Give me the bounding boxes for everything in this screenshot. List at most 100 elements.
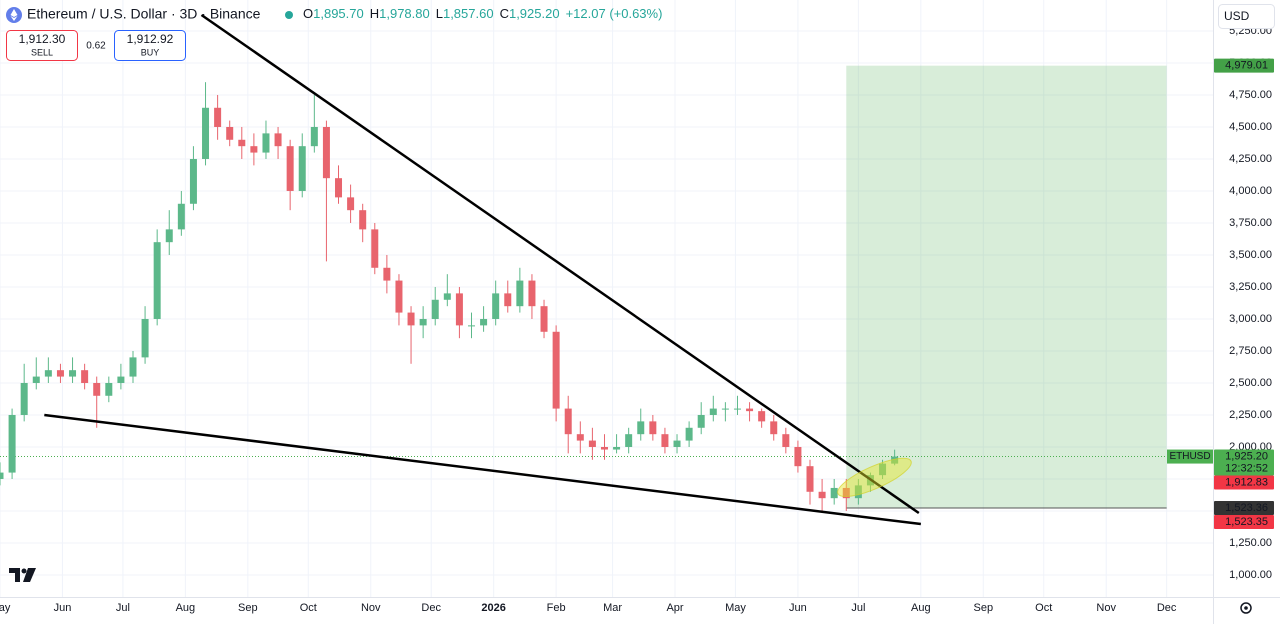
logo-part [21,568,27,574]
buy-price[interactable]: 1,912.92 [127,32,174,46]
candle-body [540,306,548,332]
eth-glyph [10,9,18,21]
candle-body [516,280,524,307]
price-label-box [1214,500,1274,515]
candle-body [443,293,451,300]
candle-body [480,318,488,326]
l-label: L [436,6,443,21]
candle-body [467,325,475,327]
tv-logo [9,568,36,582]
candle-body [250,146,258,153]
y-tick-label: 2,500.00 [1229,377,1272,389]
candle-body [818,491,826,499]
candle-body [189,158,197,204]
candle-body [806,466,814,492]
candle-body [322,126,330,179]
x-tick-label: Dec [421,602,441,614]
currency[interactable]: USD [1224,9,1250,23]
candle-body [709,408,717,415]
candle-body [56,370,64,377]
x-tick-label: Sep [974,602,994,614]
x-tick-label: Nov [361,602,381,614]
candle-body [298,146,306,191]
candle-body [383,267,391,281]
candle-body [153,242,161,319]
low: 1,857.60 [443,6,494,21]
candle-body [625,434,633,447]
candle-body [721,408,729,410]
buy-button[interactable]: 1,912.92 BUY [114,30,186,61]
x-tick-label: May [0,602,11,614]
x-tick-label: Sep [238,602,258,614]
candle-body [395,280,403,313]
change: +12.07 (+0.63%) [566,6,663,21]
settings-button[interactable] [1240,602,1252,614]
price-label: 1,912.83 [1225,476,1268,488]
price-label: 1,925.20 [1225,450,1268,462]
x-tick-label: Oct [300,602,317,614]
x-tick-label: Oct [1035,602,1052,614]
y-tick-label: 1,000.00 [1229,569,1272,581]
plot: ETHUSD [0,13,1213,526]
x-tick-label: Apr [666,602,683,614]
chart-title: Ethereum / U.S. Dollar · 3D · Binance [27,6,261,22]
candle-body [649,421,657,435]
sell-label[interactable]: SELL [31,47,53,57]
candle-body [214,107,222,127]
candle-body [504,293,512,307]
y-tick-label: 4,500.00 [1229,121,1272,133]
market-status [285,11,293,19]
y-tick-label: 2,750.00 [1229,345,1272,357]
candle-body [274,133,282,147]
buy-box[interactable] [114,30,186,61]
sell-price[interactable]: 1,912.30 [19,32,66,46]
candle-body [528,280,536,307]
buy-label[interactable]: BUY [141,47,160,57]
candle-body [0,472,4,479]
c-label: C [500,6,509,21]
candle-body [310,126,318,147]
candle-body [758,411,766,422]
candle-body [359,210,367,230]
candle-body [891,456,899,464]
sell-button[interactable]: 1,912.30 SELL [6,30,78,61]
candle-body [842,487,850,499]
candle-body [141,318,149,358]
candle-body [262,133,270,153]
price-label: 1,523.36 [1225,502,1268,514]
price-label-box [1214,449,1274,476]
candle-body [177,203,185,230]
candle-body [697,414,705,428]
candle-body [335,178,343,198]
candle-body [44,370,52,377]
y-tick-label: 3,000.00 [1229,313,1272,325]
candle-body [746,408,754,412]
candle-body [371,229,379,268]
gear[interactable] [1240,602,1252,614]
candle-body [455,293,463,326]
x-tick-label: Dec [1157,602,1177,614]
gear-hub[interactable] [1244,606,1248,610]
sell-box[interactable] [6,30,78,61]
x-tick-label: Feb [547,602,566,614]
candle-body [202,107,210,159]
y-tick-label: 3,500.00 [1229,249,1272,261]
currency-box[interactable] [1218,4,1275,29]
candle-body [879,463,887,476]
trendline [200,13,920,515]
candle-body [129,357,137,377]
candle-body [600,446,608,450]
y-tick-label: 3,250.00 [1229,281,1272,293]
target-zone [846,65,1167,508]
currency-button[interactable]: USD [1218,4,1275,29]
candle-body [32,376,40,383]
candle-body [794,446,802,467]
candle-body [733,408,741,410]
high: 1,978.80 [379,6,430,21]
candle-body [407,312,415,326]
candle-body [854,485,862,499]
candle-body [564,408,572,435]
candle-body [492,293,500,319]
